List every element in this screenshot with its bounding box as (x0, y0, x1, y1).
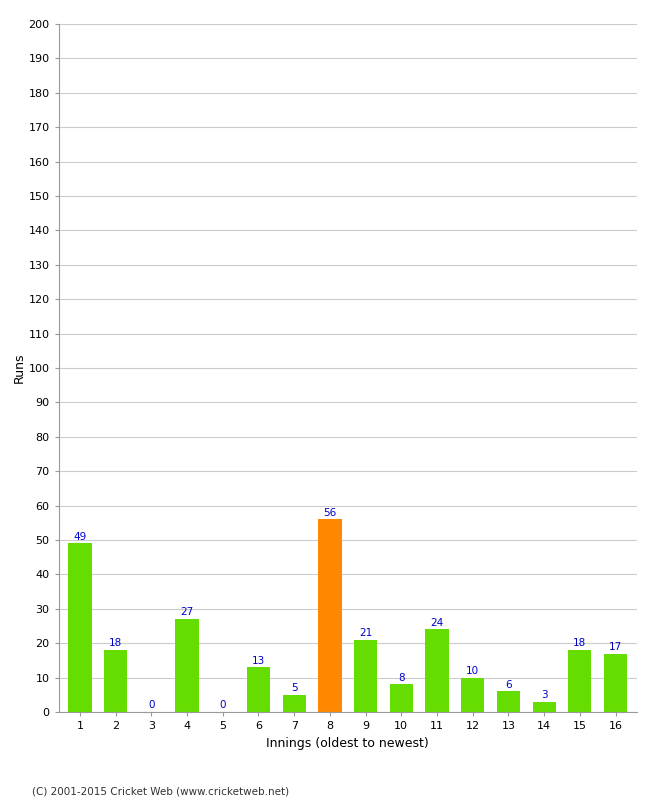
Bar (176, 619, 199, 712)
Text: 0: 0 (148, 700, 155, 710)
Bar (568, 650, 592, 712)
Bar (247, 667, 270, 712)
Bar (354, 640, 377, 712)
Text: 6: 6 (505, 680, 512, 690)
Text: 5: 5 (291, 683, 298, 693)
Text: 18: 18 (109, 638, 122, 648)
Text: 24: 24 (430, 618, 444, 628)
Bar (283, 694, 306, 712)
Bar (461, 678, 484, 712)
Text: 27: 27 (181, 607, 194, 618)
Bar (318, 519, 341, 712)
Text: 18: 18 (573, 638, 586, 648)
Text: 10: 10 (466, 666, 479, 676)
Text: 56: 56 (323, 508, 337, 518)
Bar (104, 650, 127, 712)
X-axis label: Innings (oldest to newest): Innings (oldest to newest) (266, 737, 429, 750)
Text: (C) 2001-2015 Cricket Web (www.cricketweb.net): (C) 2001-2015 Cricket Web (www.cricketwe… (32, 786, 290, 796)
Bar (532, 702, 556, 712)
Bar (68, 543, 92, 712)
Text: 21: 21 (359, 628, 372, 638)
Text: 8: 8 (398, 673, 405, 682)
Bar (497, 691, 520, 712)
Text: 13: 13 (252, 655, 265, 666)
Bar (425, 630, 448, 712)
Y-axis label: Runs: Runs (12, 353, 25, 383)
Bar (604, 654, 627, 712)
Text: 17: 17 (609, 642, 622, 652)
Text: 0: 0 (220, 700, 226, 710)
Bar (390, 685, 413, 712)
Text: 3: 3 (541, 690, 547, 700)
Text: 49: 49 (73, 532, 86, 542)
